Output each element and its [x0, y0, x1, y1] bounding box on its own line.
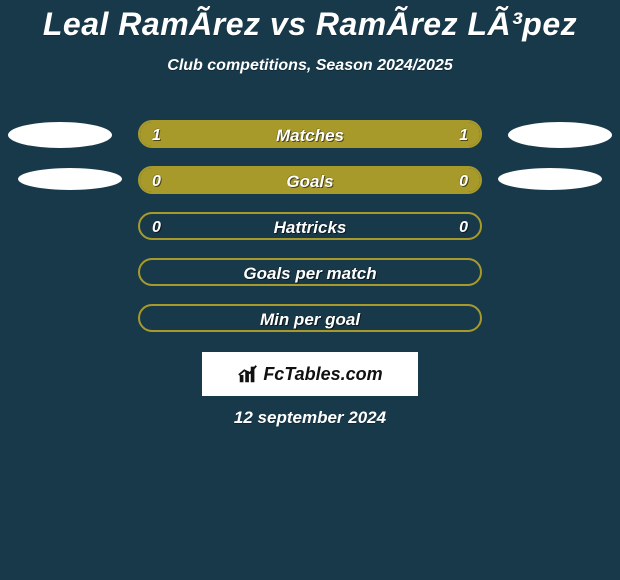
right-player-marker: [498, 168, 602, 190]
stat-bar: Goals00: [138, 166, 482, 194]
stat-label: Min per goal: [140, 306, 480, 334]
stat-bar: Goals per match: [138, 258, 482, 286]
stat-bar: Hattricks0 0: [138, 212, 482, 240]
stats-comparison-card: Leal RamÃ­rez vs RamÃ­rez LÃ³pez Club co…: [0, 0, 620, 580]
chart-row: Matches11: [0, 120, 620, 150]
stat-label: Goals per match: [140, 260, 480, 288]
stat-label: Hattricks: [140, 214, 480, 242]
stat-bar-left-fill: [140, 122, 310, 146]
bar-chart-icon: [237, 363, 259, 385]
stat-value-left: 0: [152, 214, 161, 242]
subtitle: Club competitions, Season 2024/2025: [0, 57, 620, 75]
left-player-marker: [8, 122, 112, 148]
stat-bar: Matches11: [138, 120, 482, 148]
right-player-marker: [508, 122, 612, 148]
page-title: Leal RamÃ­rez vs RamÃ­rez LÃ³pez: [0, 0, 620, 43]
stat-value-right: 0: [459, 214, 468, 242]
brand-name: FcTables.com: [263, 364, 382, 385]
chart-row: Goals00: [0, 166, 620, 196]
left-player-marker: [18, 168, 122, 190]
date-caption: 12 september 2024: [0, 408, 620, 428]
stat-bar-right-fill: [310, 122, 480, 146]
stat-bar: Min per goal: [138, 304, 482, 332]
chart-row: Hattricks0 0: [0, 212, 620, 242]
chart-row: Min per goal: [0, 304, 620, 334]
brand-footer: FcTables.com: [202, 352, 418, 396]
stat-bar-left-fill: [140, 168, 480, 192]
chart-row: Goals per match: [0, 258, 620, 288]
